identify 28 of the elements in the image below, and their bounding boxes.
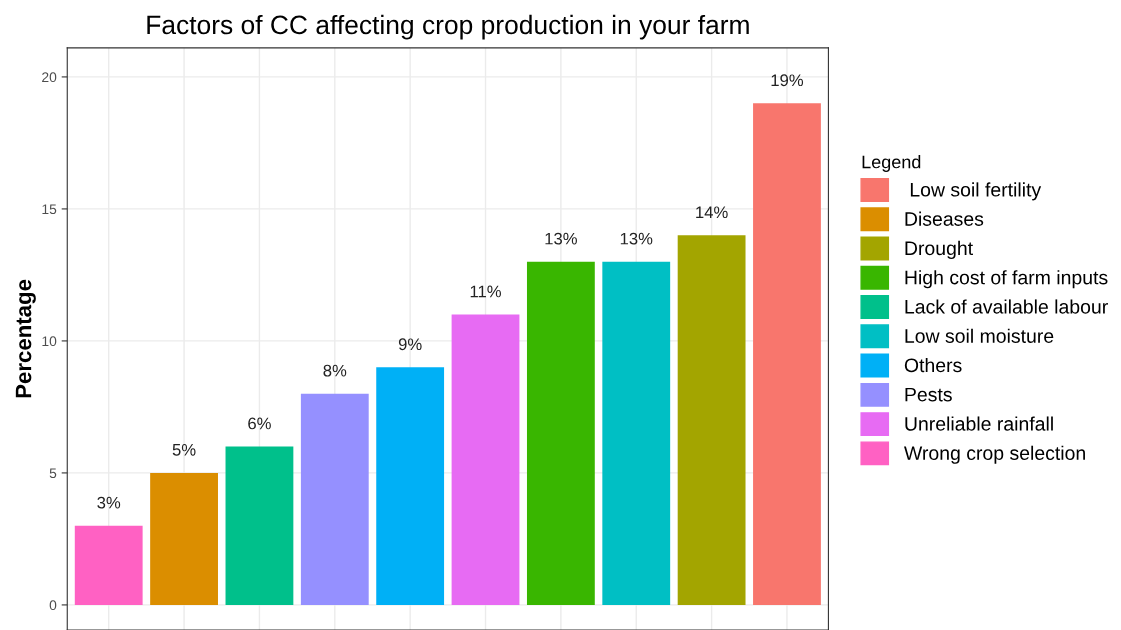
chart-title: Factors of CC affecting crop production in your farm [147,14,749,40]
legend-label: Others [904,357,962,373]
legend-label: Unreliable rainfall [905,416,1053,431]
data-label: 14% [696,206,728,219]
legend-label: Pests [905,387,952,402]
data-label: 13% [620,232,653,245]
data-label: 9% [398,338,422,351]
y-tick-label: 15 [42,204,57,215]
legend-label: Low soil fertility [910,182,1042,201]
data-label: 8% [323,364,347,377]
data-label: 13% [545,232,577,245]
y-tick-label: 20 [42,72,57,83]
legend-label: Low soil moisture [905,328,1054,343]
legend-label: Diseases [905,211,984,226]
data-label: 19% [771,74,804,87]
y-tick-label: 10 [42,336,57,347]
data-label: 5% [172,444,196,456]
legend-label: Lack of available labour [905,299,1108,314]
data-label: 6% [248,417,271,430]
y-tick-label: 0 [49,600,57,611]
data-label: 11% [470,285,501,298]
y-tick-label: 5 [49,468,57,479]
data-label: 3% [97,496,121,509]
y-axis-title: Percentage [15,279,36,398]
legend-label: High cost of farm inputs [905,270,1108,289]
legend-label: Wrong crop selection [904,445,1085,464]
legend-title: Legend [862,155,921,172]
legend-label: Drought [905,240,973,259]
